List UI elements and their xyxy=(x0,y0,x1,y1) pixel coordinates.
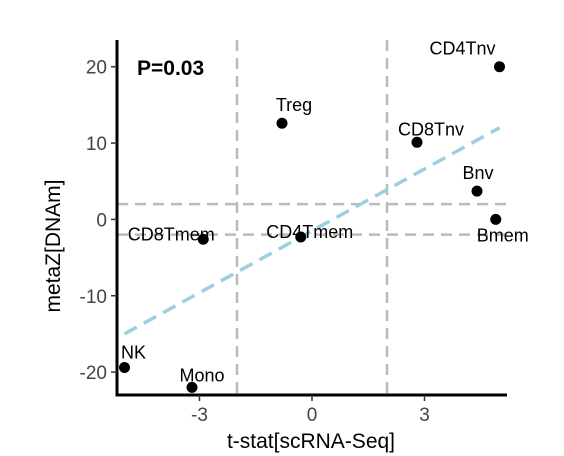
axes xyxy=(115,40,507,397)
x-tick-label: 0 xyxy=(307,405,318,426)
data-point xyxy=(471,185,483,197)
point-label: CD4Tnv xyxy=(429,39,495,59)
data-point xyxy=(494,61,505,73)
data-point xyxy=(490,213,502,225)
data-point xyxy=(295,231,307,243)
point-label: CD4Tmem xyxy=(266,222,353,242)
data-points: CD4Tnv Treg CD8Tnv Bnv Bmem CD8Tmem CD4Tmem NK M… xyxy=(119,39,529,393)
y-tick-label: -20 xyxy=(80,363,107,384)
x-axis-title: t-stat[scRNA-Seq] xyxy=(227,430,395,453)
axis-ticks: -3 0 3 20 10 0 -10 -20 xyxy=(80,58,430,426)
y-tick-label: 0 xyxy=(96,210,107,231)
y-tick-label: -10 xyxy=(80,287,107,308)
y-axis-title: metaZ[DNAm] xyxy=(42,179,65,312)
data-point xyxy=(197,233,209,245)
x-tick-label: -3 xyxy=(191,405,208,426)
point-label: CD8Tnv xyxy=(398,119,464,139)
data-point xyxy=(276,117,288,129)
point-label: Bmem xyxy=(477,225,529,245)
regression-line xyxy=(123,126,501,336)
p-value-annotation: P=0.03 xyxy=(137,57,204,80)
point-label: NK xyxy=(121,343,146,363)
point-label: Treg xyxy=(276,95,312,115)
point-label: CD8Tmem xyxy=(128,224,215,244)
data-point xyxy=(411,136,423,148)
y-tick-label: 10 xyxy=(86,134,107,155)
data-point xyxy=(186,381,198,393)
point-label: Bnv xyxy=(462,163,493,183)
x-tick-label: 3 xyxy=(419,405,430,426)
y-tick-label: 20 xyxy=(86,58,107,79)
data-point xyxy=(119,362,130,374)
reference-lines xyxy=(117,40,507,395)
point-label: Mono xyxy=(179,365,224,385)
